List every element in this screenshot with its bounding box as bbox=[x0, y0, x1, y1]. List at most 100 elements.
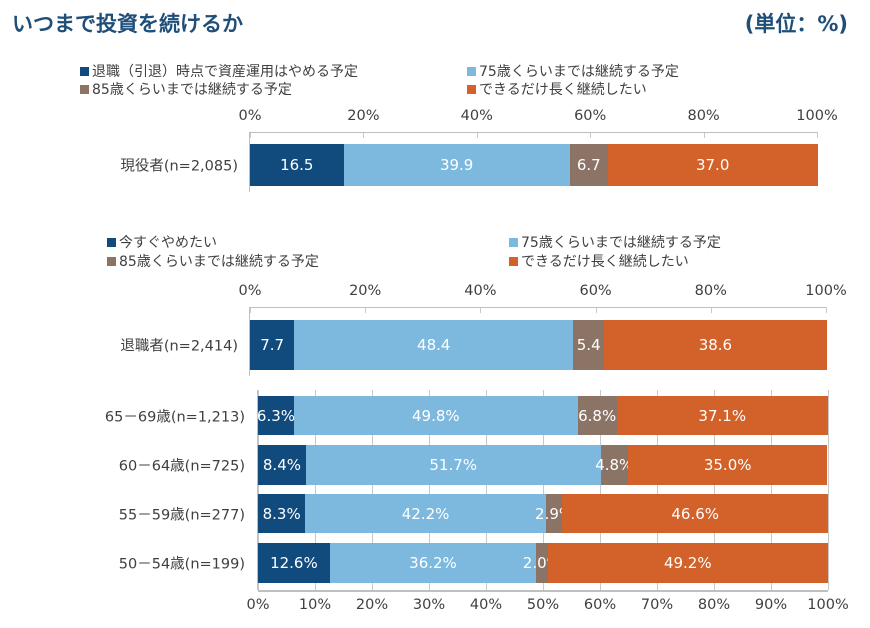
tick-label: 80% bbox=[697, 597, 731, 613]
gridline bbox=[372, 390, 373, 590]
category-label: 50－54歳(n=199) bbox=[118, 556, 245, 573]
legend-swatch bbox=[509, 237, 518, 247]
tick-label: 20% bbox=[347, 108, 380, 124]
data-label: 8.4% bbox=[262, 456, 301, 474]
bar-segment bbox=[305, 494, 546, 533]
gridline bbox=[771, 390, 772, 590]
data-label: 49.2% bbox=[663, 554, 712, 572]
legend-swatch bbox=[509, 256, 518, 266]
tick-label: 20% bbox=[355, 597, 389, 613]
legend-label: 今すぐやめたい bbox=[119, 235, 217, 251]
category-label: 退職者(n=2,414) bbox=[120, 338, 238, 355]
legend-label: 85歳くらいまでは継続する予定 bbox=[119, 254, 319, 270]
data-label: 37.1% bbox=[698, 406, 747, 425]
data-label: 51.7% bbox=[429, 456, 478, 474]
tick-mark bbox=[590, 132, 592, 138]
bar-segment bbox=[562, 494, 828, 533]
bar-segment bbox=[250, 144, 344, 186]
gridline bbox=[714, 390, 715, 590]
bar-segment bbox=[600, 445, 628, 485]
data-label: 16.5 bbox=[280, 156, 314, 174]
bar-segment bbox=[627, 445, 828, 485]
tick-label: 0% bbox=[238, 283, 262, 299]
bar-segment bbox=[343, 144, 570, 186]
data-label: 4.8% bbox=[595, 456, 634, 474]
gridline bbox=[429, 390, 430, 590]
tick-label: 80% bbox=[694, 283, 727, 299]
tick-label: 40% bbox=[469, 597, 503, 613]
bar-segment bbox=[329, 543, 537, 583]
tick-mark bbox=[250, 307, 251, 313]
tick-label: 60% bbox=[574, 108, 607, 124]
legend-swatch bbox=[467, 66, 476, 76]
data-label: 42.2% bbox=[401, 504, 450, 523]
gridline bbox=[486, 390, 487, 590]
legend-item: できるだけ長く継続したい bbox=[509, 251, 689, 271]
chart-title: いつまで投資を続けるか bbox=[12, 12, 243, 36]
tick-label: 0% bbox=[238, 108, 262, 124]
data-label: 46.6% bbox=[671, 504, 720, 523]
tick-label: 40% bbox=[464, 283, 497, 299]
bar-segment bbox=[607, 144, 818, 186]
legend-item: 85歳くらいまでは継続する予定 bbox=[80, 79, 292, 99]
data-label: 49.8% bbox=[412, 406, 460, 425]
bar-segment bbox=[258, 494, 306, 533]
bar-segment bbox=[305, 445, 601, 485]
data-label: 39.9 bbox=[439, 156, 474, 174]
legend-label: 退職（引退）時点で資産運用はやめる予定 bbox=[92, 64, 358, 80]
legend-swatch bbox=[107, 237, 116, 247]
tick-label: 50% bbox=[526, 597, 560, 613]
legend-swatch bbox=[467, 84, 476, 94]
y-axis-line bbox=[249, 307, 250, 376]
tick-label: 70% bbox=[640, 597, 674, 613]
bar-segment bbox=[547, 543, 828, 583]
legend-label: できるだけ長く継続したい bbox=[479, 82, 647, 98]
tick-mark bbox=[595, 307, 597, 313]
tick-label: 0% bbox=[246, 597, 270, 613]
tick-mark bbox=[826, 307, 827, 313]
legend-item: できるだけ長く継続したい bbox=[467, 79, 647, 99]
bar-segment bbox=[293, 396, 578, 435]
bar-segment bbox=[577, 396, 617, 435]
data-label: 6.7 bbox=[576, 156, 601, 174]
data-label: 6.8% bbox=[578, 406, 617, 425]
legend-label: できるだけ長く継続したい bbox=[521, 254, 689, 270]
legend-swatch bbox=[80, 84, 89, 94]
legend-item: 退職（引退）時点で資産運用はやめる予定 bbox=[80, 61, 358, 81]
tick-label: 90% bbox=[754, 597, 788, 613]
tick-mark bbox=[476, 132, 478, 138]
tick-label: 60% bbox=[579, 283, 612, 299]
legend-swatch bbox=[80, 66, 89, 76]
bar-segment bbox=[536, 543, 548, 583]
bar-segment bbox=[258, 543, 330, 583]
x-axis-line bbox=[250, 132, 817, 133]
tick-label: 20% bbox=[349, 283, 382, 299]
legend-label: 85歳くらいまでは継続する予定 bbox=[92, 82, 292, 98]
legend-swatch bbox=[107, 256, 116, 266]
data-label: 48.4 bbox=[417, 336, 451, 354]
gridline bbox=[315, 390, 316, 590]
tick-label: 100% bbox=[807, 597, 849, 613]
legend-label: 75歳くらいまでは継続する予定 bbox=[521, 235, 721, 251]
data-label: 7.7 bbox=[260, 336, 285, 354]
category-label: 60－64歳(n=725) bbox=[118, 458, 245, 475]
data-label: 36.2% bbox=[409, 554, 457, 572]
legend-item: 85歳くらいまでは継続する予定 bbox=[107, 251, 319, 271]
tick-label: 40% bbox=[460, 108, 493, 124]
tick-mark bbox=[710, 307, 712, 313]
gridline bbox=[600, 390, 601, 590]
x-axis-line bbox=[258, 590, 828, 592]
gridline bbox=[543, 390, 544, 590]
legend-item: 75歳くらいまでは継続する予定 bbox=[509, 232, 721, 252]
data-label: 38.6 bbox=[698, 336, 733, 354]
data-label: 12.6% bbox=[270, 554, 318, 572]
tick-mark bbox=[365, 307, 367, 313]
bar-segment bbox=[545, 494, 563, 533]
bar-segment bbox=[294, 320, 574, 370]
tick-mark bbox=[817, 132, 818, 138]
tick-label: 100% bbox=[805, 283, 847, 299]
bar-segment bbox=[258, 396, 294, 435]
data-label: 37.0 bbox=[695, 156, 730, 174]
category-label: 55－59歳(n=277) bbox=[118, 507, 245, 523]
